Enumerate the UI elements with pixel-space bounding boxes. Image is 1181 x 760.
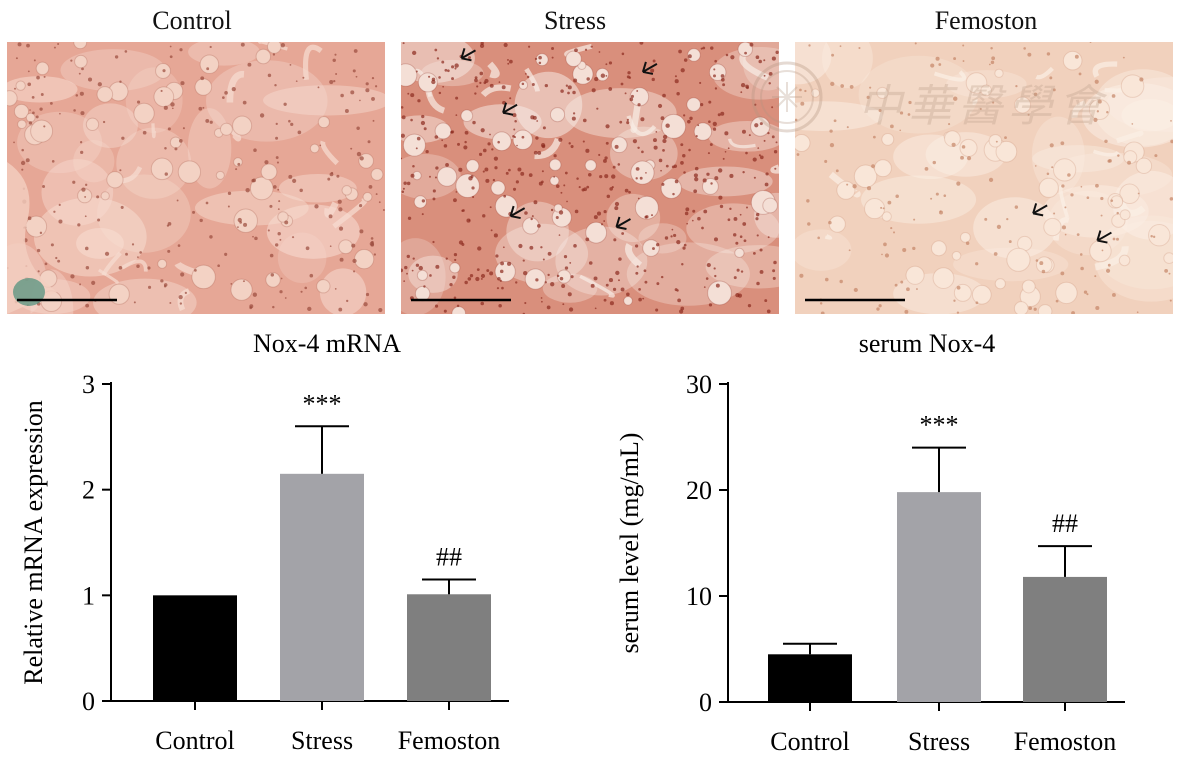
micrograph-arrow-icon xyxy=(460,48,476,62)
x-tick-label: Femoston xyxy=(398,726,501,755)
bar-stress xyxy=(897,492,981,702)
y-axis-label: serum level (mg/mL) xyxy=(615,433,644,654)
micrograph-arrow-icon xyxy=(1032,203,1048,217)
micrograph-stress xyxy=(401,42,779,314)
y-tick-label: 1 xyxy=(82,581,95,610)
y-tick-label: 0 xyxy=(699,688,712,717)
bar-femoston xyxy=(407,594,491,701)
error-bar xyxy=(295,425,349,474)
significance-label: *** xyxy=(920,411,959,440)
y-tick-label: 10 xyxy=(686,582,712,611)
error-bar xyxy=(1038,545,1092,577)
y-tick-label: 3 xyxy=(82,370,95,399)
chart-nox4-mrna: Nox-4 mRNA Relative mRNA expression 0 1 2 3 Co… xyxy=(19,329,509,755)
y-axis-label: Relative mRNA expression xyxy=(19,400,48,685)
significance-label: *** xyxy=(303,389,342,418)
micrograph-arrow-icon xyxy=(615,216,631,230)
micrograph-control xyxy=(7,42,385,314)
x-tick-label: Control xyxy=(155,726,234,755)
micrograph-arrow-icon xyxy=(1096,230,1112,244)
watermark-seal-icon xyxy=(751,61,823,133)
chart-title: serum Nox-4 xyxy=(859,329,995,358)
error-bar xyxy=(912,446,966,493)
error-bar xyxy=(422,578,476,595)
significance-label: ## xyxy=(1052,509,1078,538)
x-tick-label: Control xyxy=(770,727,849,756)
bar-control xyxy=(153,595,237,701)
micrograph-femoston xyxy=(795,42,1173,314)
x-tick-label: Femoston xyxy=(1014,727,1117,756)
error-bar xyxy=(783,642,837,655)
micrograph-arrow-icon xyxy=(641,61,658,75)
micrograph-title-control: Control xyxy=(152,6,232,35)
x-tick-label: Stress xyxy=(908,727,970,756)
chart-serum-nox4: serum Nox-4 serum level (mg/mL) 0 10 20 30 Con… xyxy=(615,329,1125,756)
micrograph-arrow-icon xyxy=(509,205,526,220)
y-tick-label: 2 xyxy=(82,476,95,505)
y-tick-label: 0 xyxy=(82,687,95,716)
micrograph-title-femoston: Femoston xyxy=(934,6,1038,35)
significance-label: ## xyxy=(436,542,462,571)
watermark-text: 中華醫學會 xyxy=(858,82,1108,131)
bar-femoston xyxy=(1023,576,1107,702)
bar-stress xyxy=(280,473,364,701)
micrograph-title-stress: Stress xyxy=(543,6,607,35)
x-tick-label: Stress xyxy=(291,726,353,755)
y-tick-label: 30 xyxy=(686,370,712,399)
micrograph-arrow-icon xyxy=(502,102,518,116)
bar-control xyxy=(768,654,852,702)
chart-title: Nox-4 mRNA xyxy=(253,329,401,358)
y-tick-label: 20 xyxy=(686,476,712,505)
